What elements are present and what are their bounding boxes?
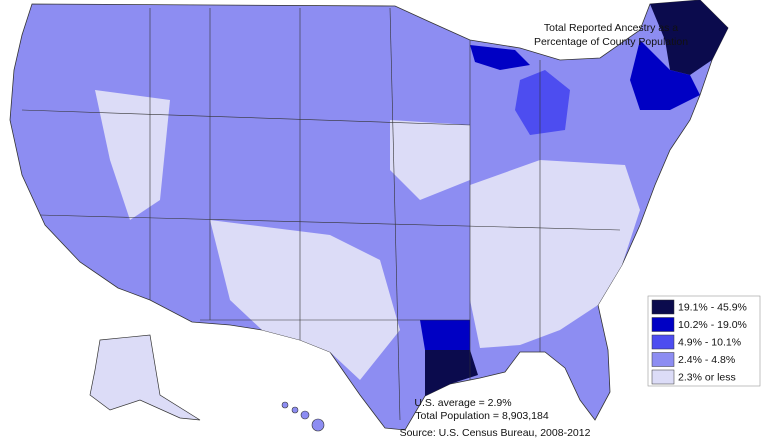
note: U.S. average = 2.9% bbox=[414, 397, 511, 409]
region-light bbox=[95, 90, 170, 220]
alaska bbox=[89, 334, 201, 421]
legend-swatch bbox=[651, 334, 675, 350]
region-louisiana bbox=[425, 350, 478, 396]
region-louisiana-edge bbox=[420, 320, 470, 350]
legend-label: 2.4% - 4.8% bbox=[678, 354, 735, 366]
source: Source: U.S. Census Bureau, 2008-2012 bbox=[400, 427, 591, 439]
legend-label: 19.1% - 45.9% bbox=[678, 301, 747, 313]
region-mid bbox=[630, 40, 700, 110]
title-line: Percentage of County Population bbox=[534, 36, 688, 48]
hawaii bbox=[281, 401, 325, 432]
legend-label: 4.9% - 10.1% bbox=[678, 336, 741, 348]
region-upper bbox=[470, 45, 530, 70]
title-line: Total Reported Ancestry as a bbox=[544, 22, 678, 34]
legend-swatch bbox=[651, 317, 675, 332]
legend-swatch bbox=[651, 369, 675, 385]
legend-swatch bbox=[651, 352, 675, 367]
legend-label: 10.2% - 19.0% bbox=[678, 319, 747, 331]
legend-label: 2.3% or less bbox=[678, 371, 736, 383]
note: Total Population = 8,903,184 bbox=[415, 410, 549, 422]
region-michigan bbox=[515, 70, 570, 135]
region-light bbox=[390, 120, 470, 200]
region-light bbox=[210, 220, 400, 380]
region-light bbox=[470, 160, 640, 348]
legend: 19.1% - 45.9% 10.2% - 19.0% 4.9% - 10.1% 2.… bbox=[651, 299, 747, 385]
region-dark bbox=[650, 0, 728, 75]
state-borders bbox=[21, 7, 621, 421]
legend-swatch bbox=[651, 299, 675, 315]
